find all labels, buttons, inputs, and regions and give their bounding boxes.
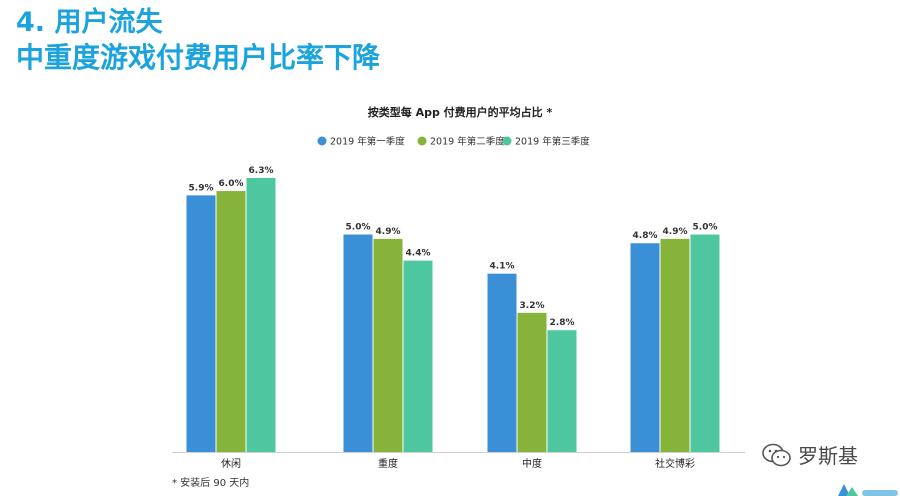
bar	[373, 238, 403, 452]
data-label: 4.8%	[633, 231, 658, 241]
section-title: 4. 用户流失	[16, 7, 163, 38]
page-heading: 4. 用户流失 中重度游戏付费用户比率下降	[16, 6, 380, 76]
legend-label-3: 2019 年第三季度	[515, 136, 590, 148]
x-tick-label: 社交博彩	[655, 457, 695, 470]
bar	[517, 312, 547, 452]
data-label: 3.2%	[520, 301, 545, 311]
legend-label-1: 2019 年第一季度	[330, 136, 405, 148]
footnote: * 安装后 90 天内	[172, 478, 250, 489]
x-tick-label: 中度	[522, 457, 542, 470]
slide-subtitle: 中重度游戏付费用户比率下降	[16, 41, 381, 74]
bar	[186, 195, 216, 452]
data-label: 5.0%	[693, 223, 718, 233]
legend-marker-2	[417, 136, 427, 146]
legend-marker-3	[502, 136, 512, 146]
bar	[343, 234, 373, 452]
bar	[216, 191, 246, 453]
bar	[246, 178, 276, 452]
data-label: 5.0%	[346, 223, 371, 233]
data-label: 4.9%	[376, 227, 401, 237]
data-label: 4.9%	[663, 227, 688, 237]
watermark-label: 罗斯基	[798, 444, 858, 468]
bar	[547, 330, 577, 452]
x-tick-label: 休闲	[221, 457, 241, 470]
data-label: 6.0%	[219, 179, 244, 189]
data-label: 5.9%	[189, 183, 214, 193]
data-label: 4.4%	[406, 249, 431, 259]
wechat-watermark: 罗斯基	[762, 440, 858, 469]
brand-logo-icon	[838, 484, 898, 496]
chart-title: 按类型每 App 付费用户的平均占比 *	[368, 105, 553, 119]
legend-label-2: 2019 年第二季度	[430, 136, 505, 148]
data-label: 6.3%	[249, 166, 274, 176]
data-label: 2.8%	[550, 318, 575, 328]
legend-marker-1	[317, 136, 327, 146]
bar	[630, 243, 660, 452]
wechat-icon	[762, 443, 791, 466]
bar	[660, 238, 690, 452]
bar	[403, 260, 433, 452]
data-label: 4.1%	[490, 262, 515, 272]
x-tick-label: 重度	[378, 457, 398, 470]
bar	[690, 234, 720, 452]
bar	[487, 273, 517, 452]
